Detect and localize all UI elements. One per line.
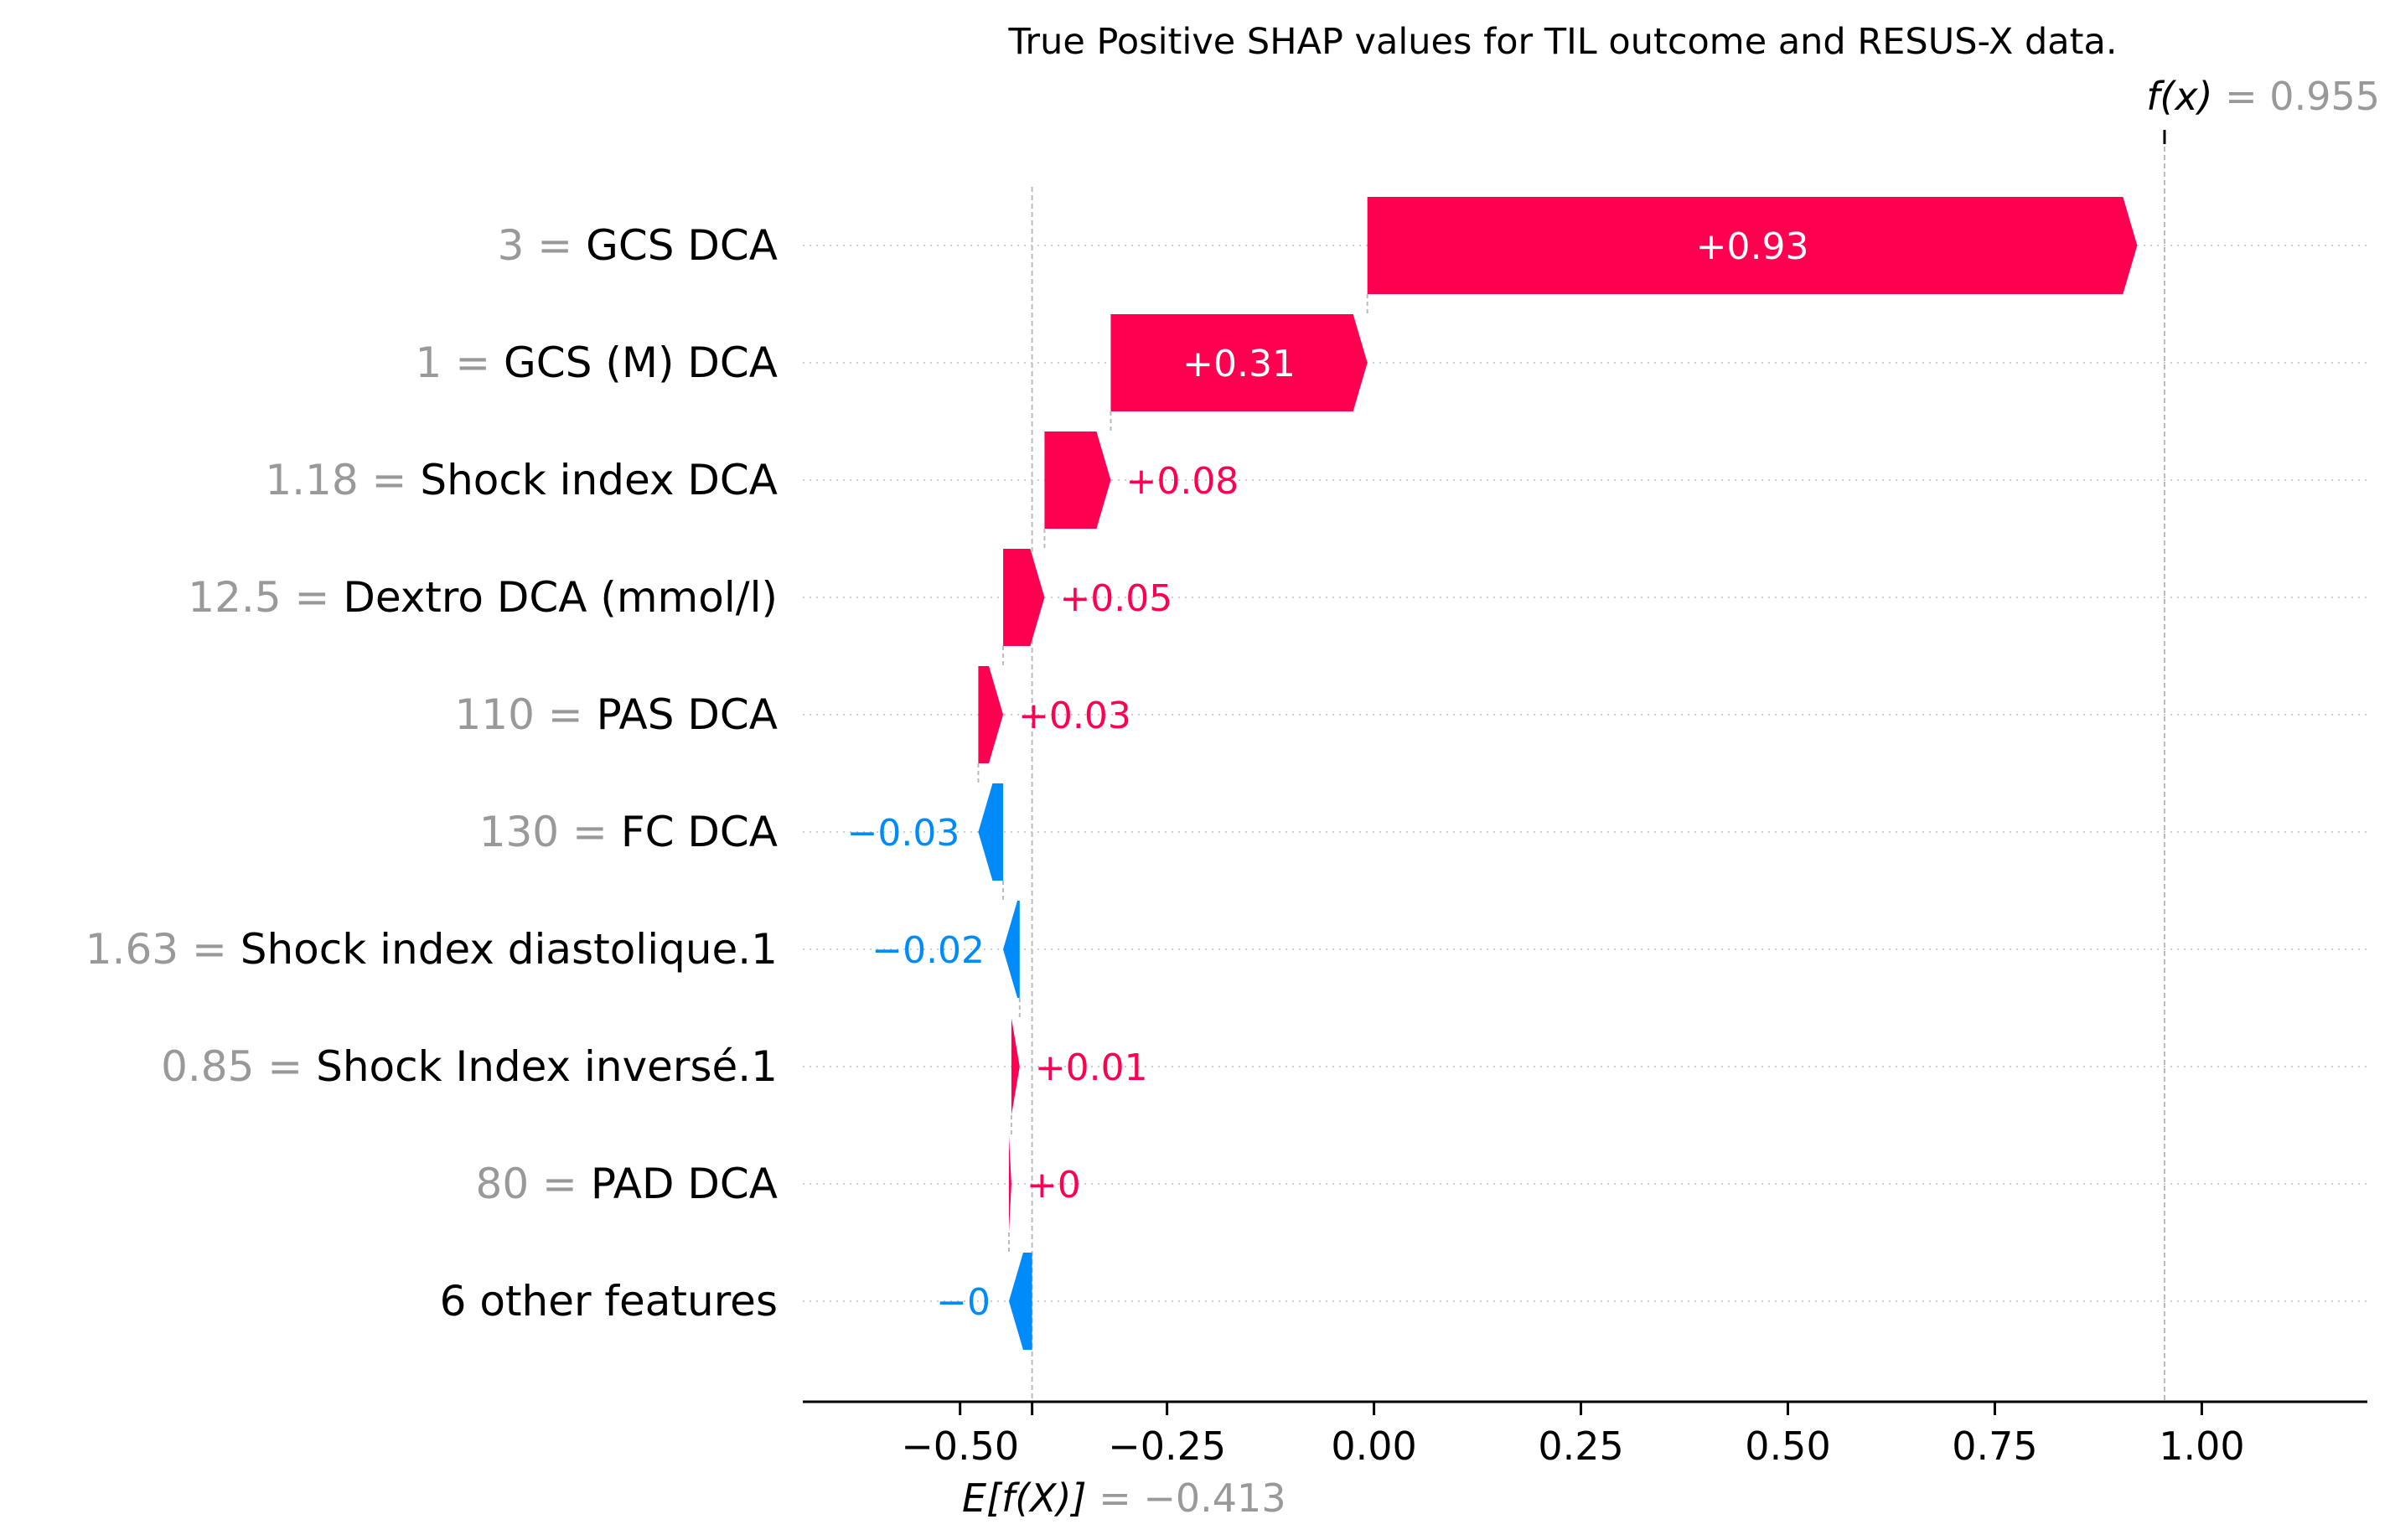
bar-value-label: −0: [936, 1281, 991, 1324]
waterfall-bar: [1003, 901, 1020, 998]
feature-value: 110 =: [454, 690, 596, 739]
feature-label: 1.63 = Shock index diastolique.1: [85, 925, 778, 974]
waterfall-bar: [1110, 314, 1368, 411]
feature-label: 0.85 = Shock Index inversé.1: [161, 1042, 778, 1091]
waterfall-bar: [1003, 549, 1045, 646]
waterfall-bar: [978, 783, 1004, 881]
bar-value-label: +0.01: [1035, 1046, 1148, 1089]
feature-label: 1.18 = Shock index DCA: [265, 456, 778, 504]
feature-label: 12.5 = Dextro DCA (mmol/l): [188, 573, 778, 622]
x-tick-label: 1.00: [2159, 1424, 2244, 1469]
feature-label: 130 = FC DCA: [479, 808, 778, 856]
chart-title: True Positive SHAP values for TIL outcom…: [1007, 21, 2117, 63]
feature-name: GCS (M) DCA: [504, 338, 778, 387]
feature-name: Shock index diastolique.1: [241, 925, 778, 974]
x-tick-label: 0.00: [1331, 1424, 1416, 1469]
bar-value-label: +0.31: [1182, 343, 1296, 385]
bar-value-label: +0: [1027, 1164, 1081, 1207]
feature-label: 80 = PAD DCA: [476, 1160, 778, 1208]
output-value-text: = 0.955: [2225, 74, 2380, 119]
feature-value: 1 =: [416, 338, 504, 387]
bar-value-label: +0.08: [1125, 460, 1239, 503]
feature-value: 12.5 =: [188, 573, 343, 622]
feature-value: 1.63 =: [85, 925, 241, 974]
x-tick-label: −0.25: [1108, 1424, 1226, 1469]
base-value-symbol: E[f(X)]: [962, 1475, 1099, 1521]
waterfall-bar: [1044, 432, 1111, 529]
bar-value-label: +0.93: [1696, 225, 1809, 268]
feature-value: 0.85 =: [161, 1042, 316, 1091]
output-value-symbol: f(x): [2146, 74, 2225, 119]
feature-name: GCS DCA: [586, 221, 778, 270]
x-axis: −0.50 −0.25 0.00 0.25 0.50 0.75 1.00: [803, 1400, 2367, 1469]
output-value-annotation: f(x) = 0.955: [2146, 74, 2380, 119]
feature-name: Dextro DCA (mmol/l): [343, 573, 778, 622]
base-value-annotation: E[f(X)] = −0.413: [962, 1475, 1286, 1521]
x-tick-label: −0.50: [901, 1424, 1019, 1469]
feature-name: Shock index DCA: [420, 456, 778, 504]
bars: +0.93 +0.31 +0.08 +0.05 +0.03 −0.03 −0.02 +0.01…: [847, 197, 2138, 1350]
x-tick-label: 0.75: [1952, 1424, 2037, 1469]
waterfall-bar: [1008, 1253, 1032, 1350]
feature-value: 130 =: [479, 808, 621, 856]
bar-value-label: +0.03: [1018, 695, 1131, 737]
feature-labels: 3 = GCS DCA 1 = GCS (M) DCA 1.18 = Shock i…: [85, 221, 778, 1326]
feature-name: PAS DCA: [597, 690, 778, 739]
feature-name: FC DCA: [621, 808, 778, 856]
feature-name: 6 other features: [440, 1277, 778, 1326]
bar-value-label: −0.02: [872, 929, 985, 972]
x-tick-label: 0.50: [1745, 1424, 1830, 1469]
feature-label: 6 other features: [440, 1277, 778, 1326]
feature-name: PAD DCA: [591, 1160, 778, 1208]
grid-lines: [803, 245, 2367, 1302]
base-value-text: = −0.413: [1099, 1475, 1285, 1521]
bar-value-label: −0.03: [847, 812, 960, 855]
feature-name: Shock Index inversé.1: [316, 1042, 778, 1091]
waterfall-bar: [1367, 197, 2138, 294]
annotations: E[f(X)] = −0.413 f(x) = 0.955: [962, 74, 2380, 1521]
waterfall-bar: [1008, 1135, 1011, 1233]
bar-value-label: +0.05: [1059, 577, 1172, 620]
feature-value: 1.18 =: [265, 456, 420, 504]
feature-label: 1 = GCS (M) DCA: [416, 338, 778, 387]
feature-value: 80 =: [476, 1160, 591, 1208]
waterfall-bar: [1011, 1018, 1020, 1115]
feature-label: 110 = PAS DCA: [454, 690, 778, 739]
feature-label: 3 = GCS DCA: [498, 221, 778, 270]
connector-lines: [977, 130, 2166, 1402]
waterfall-bar: [978, 666, 1004, 763]
feature-value: 3 =: [498, 221, 587, 270]
x-tick-label: 0.25: [1538, 1424, 1623, 1469]
